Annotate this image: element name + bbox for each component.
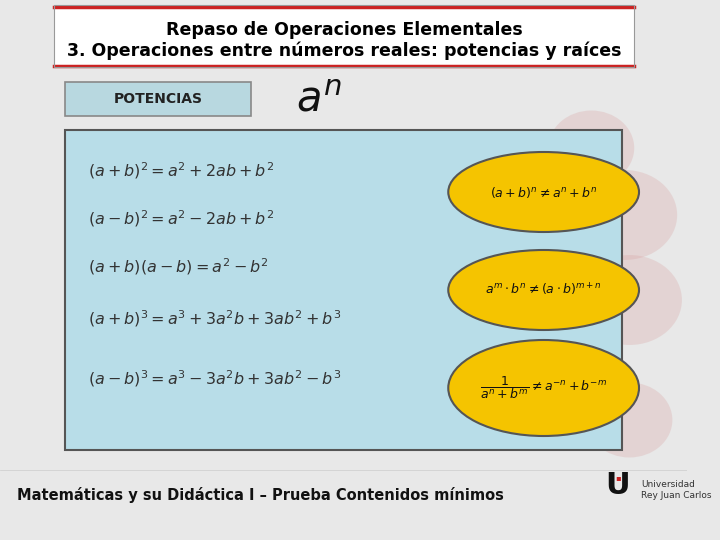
Text: ▪: ▪ xyxy=(615,474,621,483)
Ellipse shape xyxy=(549,111,634,186)
Text: Matemáticas y su Didáctica I – Prueba Contenidos mínimos: Matemáticas y su Didáctica I – Prueba Co… xyxy=(17,487,504,503)
Text: POTENCIAS: POTENCIAS xyxy=(113,92,202,106)
Bar xyxy=(55,5,634,67)
Text: $\left(a-b\right)^{2}=a^{2}-2ab+b^{2}$: $\left(a-b\right)^{2}=a^{2}-2ab+b^{2}$ xyxy=(88,208,274,229)
Ellipse shape xyxy=(587,382,672,457)
Text: 3. Operaciones entre números reales: potencias y raíces: 3. Operaciones entre números reales: pot… xyxy=(67,41,621,59)
Text: $\left(a+b\right)\left(a-b\right)=a^{2}-b^{2}$: $\left(a+b\right)\left(a-b\right)=a^{2}-… xyxy=(88,256,269,276)
Text: $\left(a-b\right)^{3}=a^{3}-3a^{2}b+3ab^{2}-b^{3}$: $\left(a-b\right)^{3}=a^{3}-3a^{2}b+3ab^… xyxy=(88,368,341,389)
FancyBboxPatch shape xyxy=(65,130,622,450)
Text: $\left(a+b\right)^{2}=a^{2}+2ab+b^{2}$: $\left(a+b\right)^{2}=a^{2}+2ab+b^{2}$ xyxy=(88,160,274,181)
Ellipse shape xyxy=(449,152,639,232)
Ellipse shape xyxy=(577,255,682,345)
Text: Universidad
Rey Juan Carlos: Universidad Rey Juan Carlos xyxy=(641,480,711,501)
Text: $a^n$: $a^n$ xyxy=(296,79,342,121)
Ellipse shape xyxy=(449,250,639,330)
Bar xyxy=(55,5,634,67)
Text: $\left(a+b\right)^{3}=a^{3}+3a^{2}b+3ab^{2}+b^{3}$: $\left(a+b\right)^{3}=a^{3}+3a^{2}b+3ab^… xyxy=(88,308,341,329)
Ellipse shape xyxy=(572,170,678,260)
Text: $a^{m}\cdot b^{n}\neq\left(a\cdot b\right)^{m+n}$: $a^{m}\cdot b^{n}\neq\left(a\cdot b\righ… xyxy=(485,282,602,298)
Text: $\dfrac{1}{a^{n}+b^{m}}\neq a^{-n}+b^{-m}$: $\dfrac{1}{a^{n}+b^{m}}\neq a^{-n}+b^{-m… xyxy=(480,375,607,401)
Text: Repaso de Operaciones Elementales: Repaso de Operaciones Elementales xyxy=(166,21,523,39)
Text: $\left(a+b\right)^{n}\neq a^{n}+b^{n}$: $\left(a+b\right)^{n}\neq a^{n}+b^{n}$ xyxy=(490,185,598,199)
Text: U: U xyxy=(606,470,630,500)
Ellipse shape xyxy=(449,340,639,436)
FancyBboxPatch shape xyxy=(65,82,251,116)
